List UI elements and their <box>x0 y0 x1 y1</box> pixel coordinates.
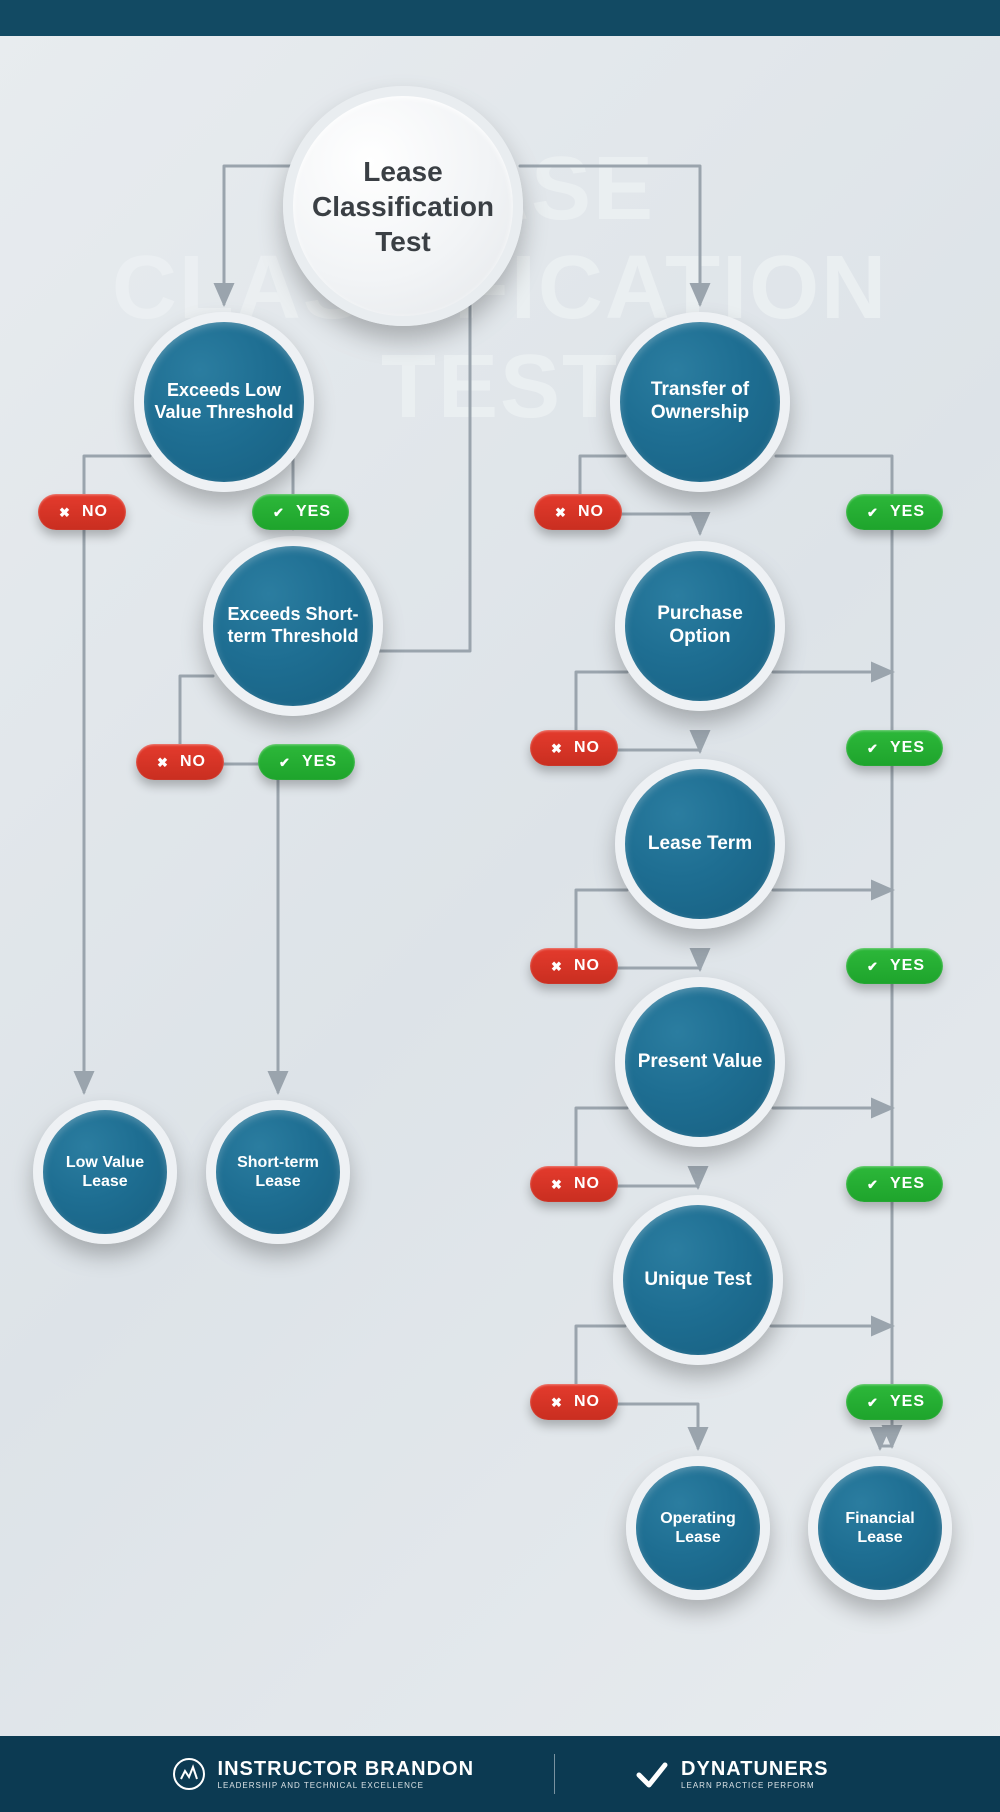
x-icon: ✖ <box>548 1393 566 1411</box>
brand-right: DYNATUNERS LEARN PRACTICE PERFORM <box>635 1757 828 1791</box>
node-financial-lease: Financial Lease <box>808 1456 952 1600</box>
pill-no: ✖ NO <box>530 730 618 766</box>
node-label: Transfer of Ownership <box>620 371 780 433</box>
check-icon: ✔ <box>864 957 882 975</box>
pill-no: ✖ NO <box>136 744 224 780</box>
footer-separator <box>554 1754 555 1794</box>
pill-no: ✖ NO <box>38 494 126 530</box>
pill-yes: ✔ YES <box>846 948 943 984</box>
pill-text: NO <box>82 503 108 521</box>
pill-text: YES <box>890 957 925 975</box>
header-bar <box>0 0 1000 36</box>
x-icon: ✖ <box>154 753 172 771</box>
pill-text: YES <box>890 1175 925 1193</box>
node-purchase-option: Purchase Option <box>615 541 785 711</box>
check-icon: ✔ <box>864 1175 882 1193</box>
x-icon: ✖ <box>548 739 566 757</box>
pill-yes: ✔ YES <box>258 744 355 780</box>
pill-text: YES <box>890 503 925 521</box>
pill-text: YES <box>296 503 331 521</box>
node-low-value-lease: Low Value Lease <box>33 1100 177 1244</box>
pill-text: NO <box>574 1175 600 1193</box>
node-label: Unique Test <box>636 1261 759 1300</box>
pill-yes: ✔ YES <box>846 730 943 766</box>
check-icon: ✔ <box>864 1393 882 1411</box>
pill-text: NO <box>578 503 604 521</box>
node-unique-test: Unique Test <box>613 1195 783 1365</box>
x-icon: ✖ <box>56 503 74 521</box>
pill-text: NO <box>574 739 600 757</box>
node-present-value: Present Value <box>615 977 785 1147</box>
node-label: Purchase Option <box>625 595 775 657</box>
node-exceeds-short-term: Exceeds Short-term Threshold <box>203 536 383 716</box>
pill-text: NO <box>180 753 206 771</box>
node-label: Exceeds Short-term Threshold <box>213 596 373 655</box>
brand-right-name: DYNATUNERS <box>681 1758 828 1781</box>
check-icon: ✔ <box>864 739 882 757</box>
pill-text: YES <box>302 753 337 771</box>
check-icon: ✔ <box>864 503 882 521</box>
x-icon: ✖ <box>548 1175 566 1193</box>
node-root-label: Lease Classification Test <box>293 144 513 269</box>
node-short-term-lease: Short-term Lease <box>206 1100 350 1244</box>
brandon-logo-icon <box>172 1757 206 1791</box>
brand-right-tag: LEARN PRACTICE PERFORM <box>681 1781 828 1790</box>
node-label: Exceeds Low Value Threshold <box>144 372 304 431</box>
pill-yes: ✔ YES <box>252 494 349 530</box>
check-icon: ✔ <box>270 503 288 521</box>
flowchart-canvas: Lease Classification Test Exceeds Low Va… <box>0 36 1000 1736</box>
dynatuners-logo-icon <box>635 1757 669 1791</box>
node-label: Short-term Lease <box>216 1145 340 1199</box>
node-exceeds-low-value: Exceeds Low Value Threshold <box>134 312 314 492</box>
pill-yes: ✔ YES <box>846 1166 943 1202</box>
pill-yes: ✔ YES <box>846 494 943 530</box>
node-label: Low Value Lease <box>43 1145 167 1199</box>
node-lease-term: Lease Term <box>615 759 785 929</box>
node-label: Operating Lease <box>636 1501 760 1555</box>
brand-left: INSTRUCTOR BRANDON LEADERSHIP AND TECHNI… <box>172 1757 475 1791</box>
pill-no: ✖ NO <box>530 1166 618 1202</box>
pill-text: YES <box>890 1393 925 1411</box>
pill-text: YES <box>890 739 925 757</box>
node-label: Lease Term <box>640 825 760 864</box>
pill-no: ✖ NO <box>530 948 618 984</box>
node-root: Lease Classification Test <box>283 86 523 326</box>
brand-left-tag: LEADERSHIP AND TECHNICAL EXCELLENCE <box>218 1781 475 1790</box>
node-operating-lease: Operating Lease <box>626 1456 770 1600</box>
pill-text: NO <box>574 1393 600 1411</box>
node-label: Present Value <box>630 1043 771 1082</box>
pill-no: ✖ NO <box>534 494 622 530</box>
node-transfer-ownership: Transfer of Ownership <box>610 312 790 492</box>
pill-yes: ✔ YES <box>846 1384 943 1420</box>
brand-left-name: INSTRUCTOR BRANDON <box>218 1758 475 1781</box>
x-icon: ✖ <box>552 503 570 521</box>
pill-text: NO <box>574 957 600 975</box>
pill-no: ✖ NO <box>530 1384 618 1420</box>
check-icon: ✔ <box>276 753 294 771</box>
x-icon: ✖ <box>548 957 566 975</box>
node-label: Financial Lease <box>818 1501 942 1555</box>
footer: INSTRUCTOR BRANDON LEADERSHIP AND TECHNI… <box>0 1736 1000 1812</box>
